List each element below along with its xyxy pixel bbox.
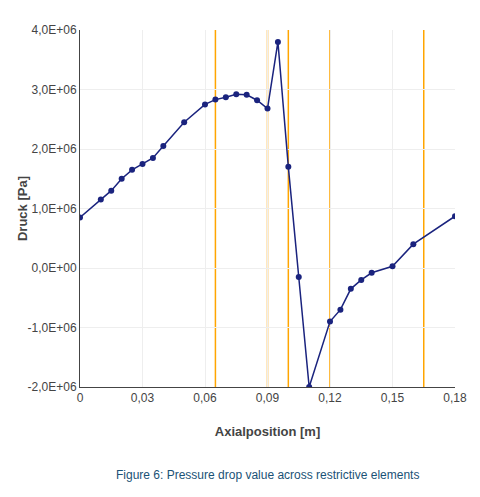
svg-text:1,0E+06: 1,0E+06 [32, 202, 77, 216]
svg-text:0,06: 0,06 [193, 391, 217, 405]
svg-text:0,0E+00: 0,0E+00 [32, 261, 77, 275]
svg-text:0: 0 [77, 391, 84, 405]
svg-text:0,09: 0,09 [256, 391, 280, 405]
svg-text:4,0E+06: 4,0E+06 [32, 23, 77, 37]
svg-text:Druck [Pa]: Druck [Pa] [15, 176, 30, 241]
svg-text:0,03: 0,03 [131, 391, 155, 405]
svg-text:Axialposition [m]: Axialposition [m] [215, 424, 320, 439]
svg-text:0,15: 0,15 [381, 391, 405, 405]
svg-text:-2,0E+06: -2,0E+06 [28, 380, 77, 394]
svg-text:-1,0E+06: -1,0E+06 [28, 321, 77, 335]
svg-text:2,0E+06: 2,0E+06 [32, 142, 77, 156]
svg-text:0,12: 0,12 [318, 391, 342, 405]
svg-text:0,18: 0,18 [443, 391, 467, 405]
svg-text:Figure 6: Pressure drop value: Figure 6: Pressure drop value across res… [116, 468, 419, 482]
svg-text:3,0E+06: 3,0E+06 [32, 83, 77, 97]
